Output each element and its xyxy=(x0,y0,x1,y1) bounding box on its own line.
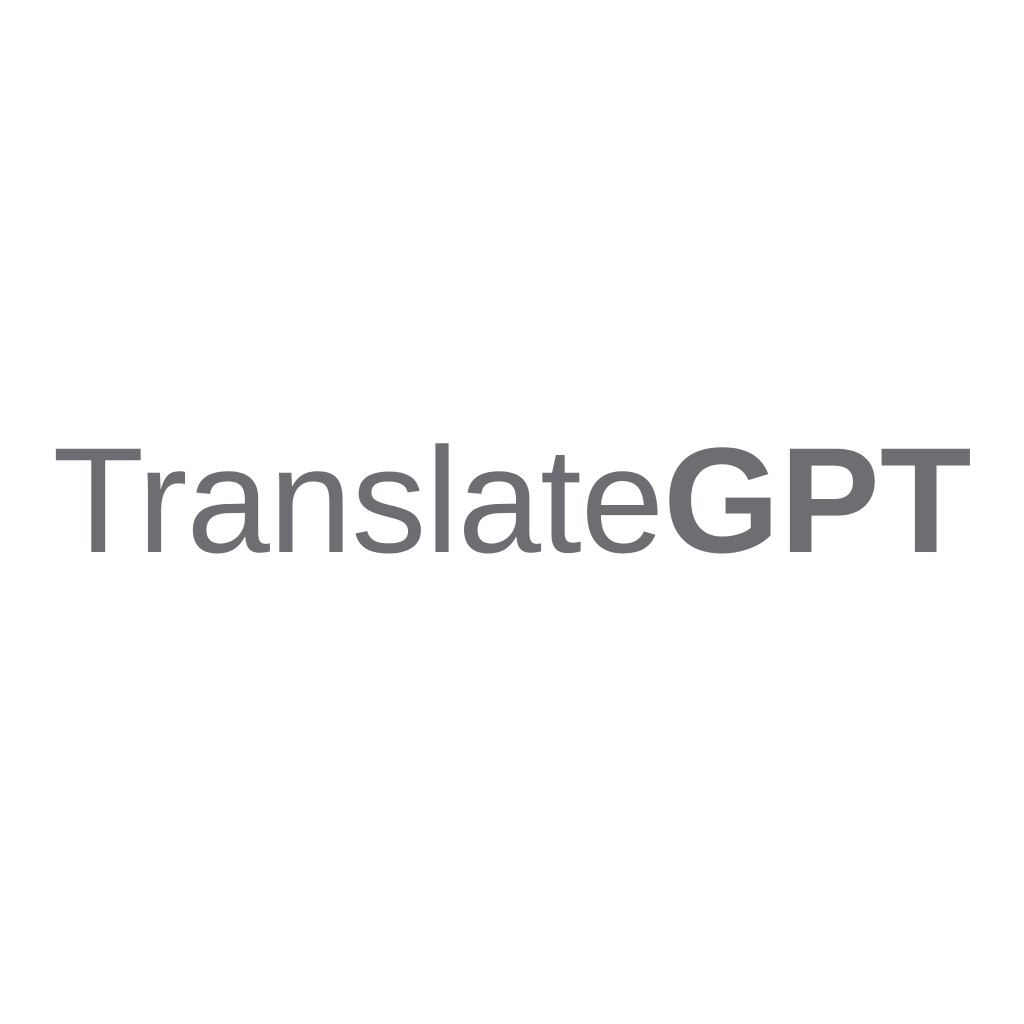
logo-wordmark: Translate GPT xyxy=(0,425,1024,575)
logo-text-regular: Translate xyxy=(52,416,664,584)
logo-text-bold: GPT xyxy=(663,416,972,584)
